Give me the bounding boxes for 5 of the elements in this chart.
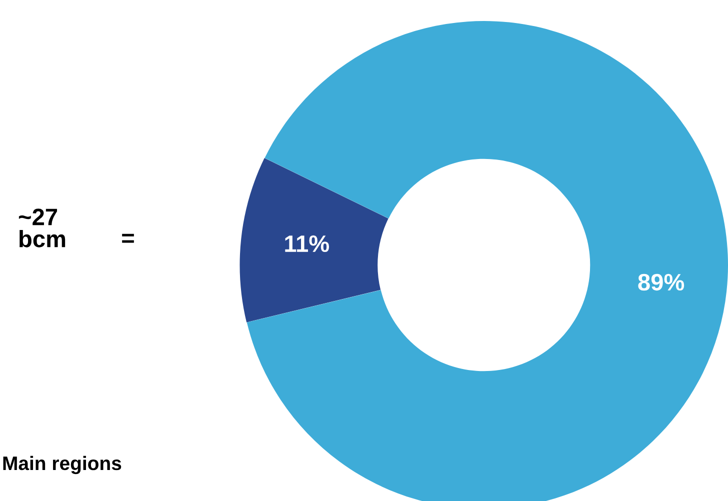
data-label: 11% — [285, 235, 330, 252]
text: = — [122, 234, 134, 243]
data-label: 89% — [638, 274, 684, 291]
text: ~27 bcm — [18, 208, 66, 248]
text: Main regions — [3, 456, 122, 474]
